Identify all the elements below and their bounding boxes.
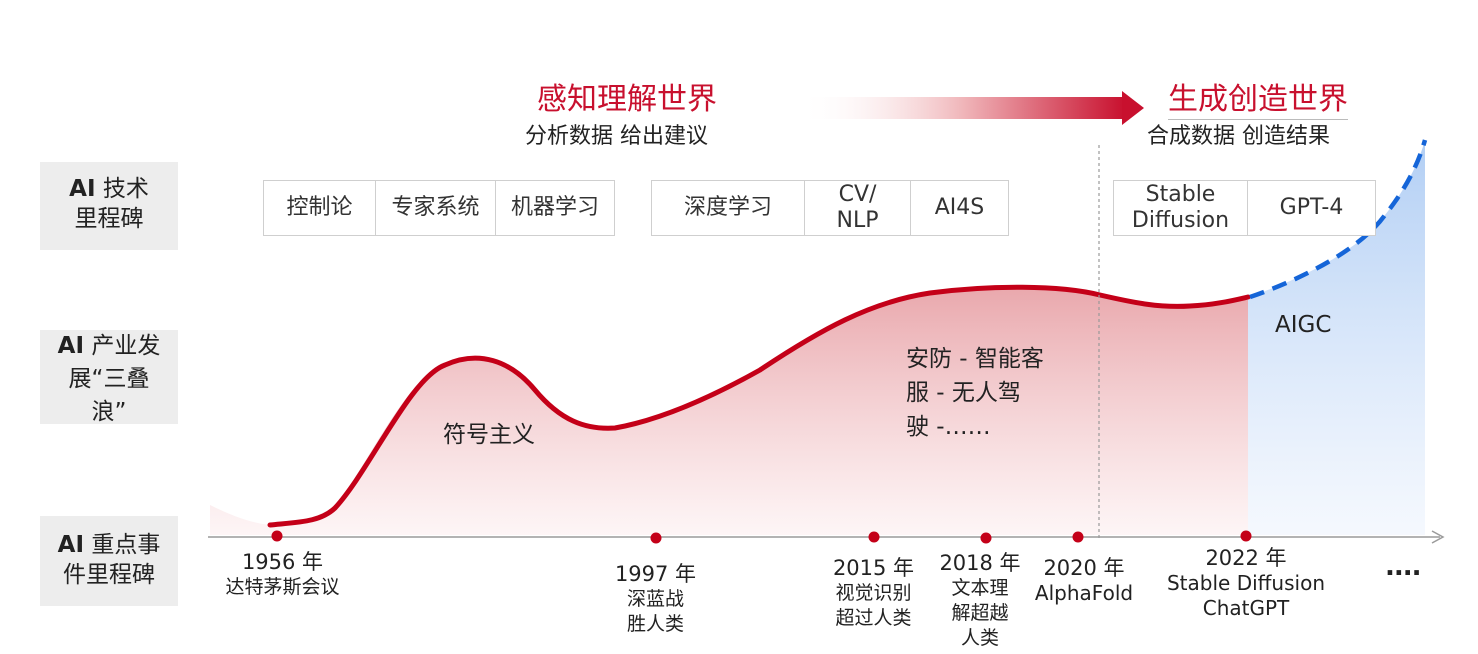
event-2018-line2: 解超越 [951, 602, 1009, 624]
row-label-events-line2: 件里程碑 [63, 562, 155, 588]
event-2018-line1: 文本理 [951, 577, 1009, 599]
event-2015: 2015 年 视觉识别 超过人类 [816, 556, 931, 631]
event-2022-year: 2022 年 [1205, 546, 1287, 570]
event-dot-2020 [1072, 531, 1084, 543]
event-1997-line2: 胜人类 [626, 613, 684, 635]
event-1997: 1997 年 深蓝战 胜人类 [598, 562, 713, 637]
event-1997-year: 1997 年 [614, 562, 697, 586]
event-2015-year: 2015 年 [832, 556, 915, 580]
event-dot-1956 [271, 530, 283, 542]
event-2020: 2020 年 AlphaFold [1025, 556, 1143, 606]
phase-title-generate: 生成创造世界 [1168, 74, 1348, 120]
tech-milestone-stable-diffusion: Stable Diffusion [1113, 180, 1248, 236]
event-2018: 2018 年 文本理 解超越 人类 [930, 551, 1030, 651]
tech-milestone-gpt4: GPT-4 [1247, 180, 1376, 236]
wave-label-applications-line1: 安防 - 智能客 [906, 346, 1044, 372]
tech-milestone-cybernetics: 控制论 [263, 180, 376, 236]
row-label-events-rest: 重点事 [84, 532, 161, 558]
blue-aigc-area [1248, 140, 1425, 535]
row-label-tech-rest: 技术 [95, 176, 149, 202]
row-label-industry-line2: 展“三叠 [68, 366, 150, 392]
event-2022-line1: Stable Diffusion [1166, 571, 1325, 595]
phase-title-perceive: 感知理解世界 [537, 82, 717, 117]
event-2018-year: 2018 年 [939, 551, 1021, 575]
red-wave-area [210, 287, 1248, 535]
phase-subtitle-generate: 合成数据 创造结果 [1147, 124, 1330, 149]
row-label-tech: AI 技术 里程碑 [40, 162, 178, 250]
row-label-tech-line2: 里程碑 [74, 206, 144, 232]
row-label-industry-line3: 浪” [91, 399, 127, 425]
event-2022-line2: ChatGPT [1202, 596, 1290, 620]
wave-label-applications-line2: 服 - 无人驾 [906, 380, 1021, 406]
tech-milestone-ai4s: AI4S [910, 180, 1009, 236]
tech-milestone-machine-learning: 机器学习 [495, 180, 615, 236]
event-1956: 1956 年 达特茅斯会议 [210, 550, 355, 600]
event-2022: 2022 年 Stable Diffusion ChatGPT [1155, 546, 1337, 621]
tech-milestone-expert-systems: 专家系统 [375, 180, 496, 236]
event-2015-line1: 视觉识别 [835, 582, 912, 604]
event-2020-year: 2020 年 [1043, 556, 1125, 580]
tech-milestone-deep-learning: 深度学习 [651, 180, 805, 236]
row-label-industry: AI 产业发 展“三叠 浪” [40, 330, 178, 425]
more-indicator: .... [1385, 552, 1422, 582]
wave-label-applications: 安防 - 智能客 服 - 无人驾 驶 -…… [906, 342, 1044, 444]
blue-dashed-curve [1249, 139, 1428, 300]
event-dot-2022 [1240, 530, 1252, 542]
wave-label-applications-line3: 驶 -…… [906, 414, 991, 440]
event-dot-2018 [980, 532, 992, 544]
phase-arrow [800, 91, 1144, 125]
timeline-axis [208, 530, 1445, 544]
event-1956-line1: 达特茅斯会议 [225, 576, 340, 598]
tech-milestone-cv-nlp: CV/NLP [804, 180, 911, 236]
red-wave-curve [267, 284, 1251, 528]
event-2020-line1: AlphaFold [1034, 581, 1134, 605]
row-label-events: AI 重点事 件里程碑 [40, 516, 178, 606]
row-label-industry-rest: 产业发 [84, 333, 161, 359]
event-1997-line1: 深蓝战 [626, 588, 684, 610]
event-dot-1997 [650, 532, 662, 544]
event-2015-line2: 超过人类 [835, 607, 912, 629]
wave-label-symbolism: 符号主义 [443, 422, 535, 448]
event-dot-2015 [868, 531, 880, 543]
event-1956-year: 1956 年 [241, 550, 324, 574]
wave-label-aigc: AIGC [1275, 312, 1332, 338]
row-label-events-bold: AI [57, 532, 85, 558]
row-label-industry-bold: AI [57, 333, 85, 359]
phase-subtitle-perceive: 分析数据 给出建议 [525, 124, 708, 149]
event-2018-line3: 人类 [960, 627, 999, 649]
row-label-tech-bold: AI [69, 176, 96, 202]
